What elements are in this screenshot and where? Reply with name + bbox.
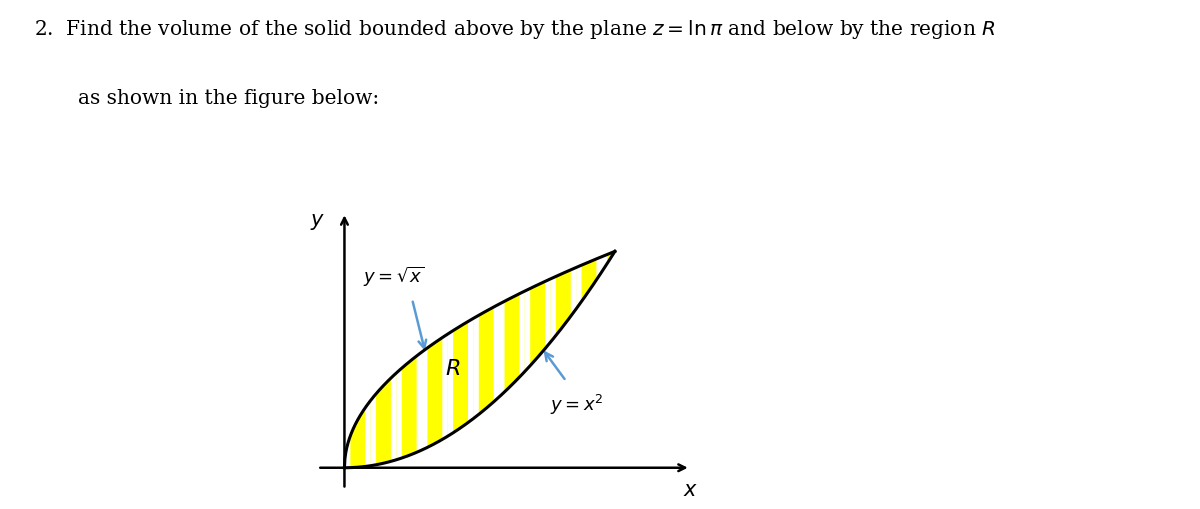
Polygon shape [479,307,493,415]
Polygon shape [581,260,596,302]
Polygon shape [504,294,518,392]
Text: as shown in the figure below:: as shown in the figure below: [78,89,379,108]
Text: $y$: $y$ [310,212,325,232]
Text: $x$: $x$ [683,480,698,499]
Text: $R$: $R$ [445,357,461,380]
Polygon shape [427,338,442,448]
Polygon shape [529,282,545,366]
Polygon shape [556,270,570,336]
Polygon shape [350,409,365,468]
Polygon shape [344,252,614,468]
Text: 2.  Find the volume of the solid bounded above by the plane $z = \ln \pi$ and be: 2. Find the volume of the solid bounded … [34,18,995,41]
Polygon shape [376,379,390,465]
Text: $y = \sqrt{x}$: $y = \sqrt{x}$ [364,265,425,289]
Text: $y = x^2$: $y = x^2$ [550,392,604,416]
Polygon shape [401,357,416,458]
Polygon shape [607,252,614,265]
Polygon shape [452,322,468,433]
